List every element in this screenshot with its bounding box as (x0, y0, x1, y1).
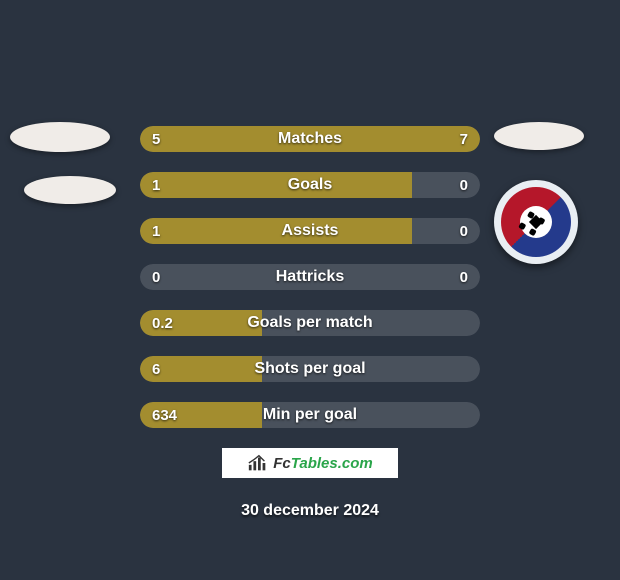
brand-text: FcTables.com (273, 455, 373, 472)
stat-row: Assists1 0 (140, 218, 480, 244)
chart-icon (247, 453, 269, 473)
stat-label: Assists (140, 218, 480, 244)
comparison-date: 30 december 2024 (0, 502, 620, 520)
stat-label: Goals per match (140, 310, 480, 336)
stat-row: Hattricks0 0 (140, 264, 480, 290)
stat-value-left: 1 (152, 172, 160, 198)
stat-label: Hattricks (140, 264, 480, 290)
source-attribution: FcTables.com (222, 448, 398, 478)
club-badge (494, 180, 578, 264)
stat-value-left: 5 (152, 126, 160, 152)
stat-value-left: 0 (152, 264, 160, 290)
stat-bars-container: Matches57Goals10Assists10Hattricks00Goal… (140, 126, 480, 448)
stat-value-left: 634 (152, 402, 177, 428)
stat-label: Goals (140, 172, 480, 198)
stat-value-left: 1 (152, 218, 160, 244)
stat-value-right: 0 (460, 264, 468, 290)
stat-row: Shots per goal6 (140, 356, 480, 382)
stat-row: Matches5 7 (140, 126, 480, 152)
stat-value-left: 6 (152, 356, 160, 382)
stat-value-right: 7 (460, 126, 468, 152)
stat-label: Matches (140, 126, 480, 152)
stat-value-right: 0 (460, 172, 468, 198)
stat-label: Min per goal (140, 402, 480, 428)
stat-row: Min per goal634 (140, 402, 480, 428)
soccer-ball-icon (520, 206, 552, 238)
stat-row: Goals1 0 (140, 172, 480, 198)
stat-value-left: 0.2 (152, 310, 173, 336)
brand-prefix: Fc (273, 455, 291, 472)
stat-value-right: 0 (460, 218, 468, 244)
player1-avatar-top (10, 122, 110, 152)
stat-row: Goals per match0.2 (140, 310, 480, 336)
player2-avatar-top (494, 122, 584, 150)
player1-avatar-bottom (24, 176, 116, 204)
stat-label: Shots per goal (140, 356, 480, 382)
brand-suffix: Tables.com (291, 455, 373, 472)
